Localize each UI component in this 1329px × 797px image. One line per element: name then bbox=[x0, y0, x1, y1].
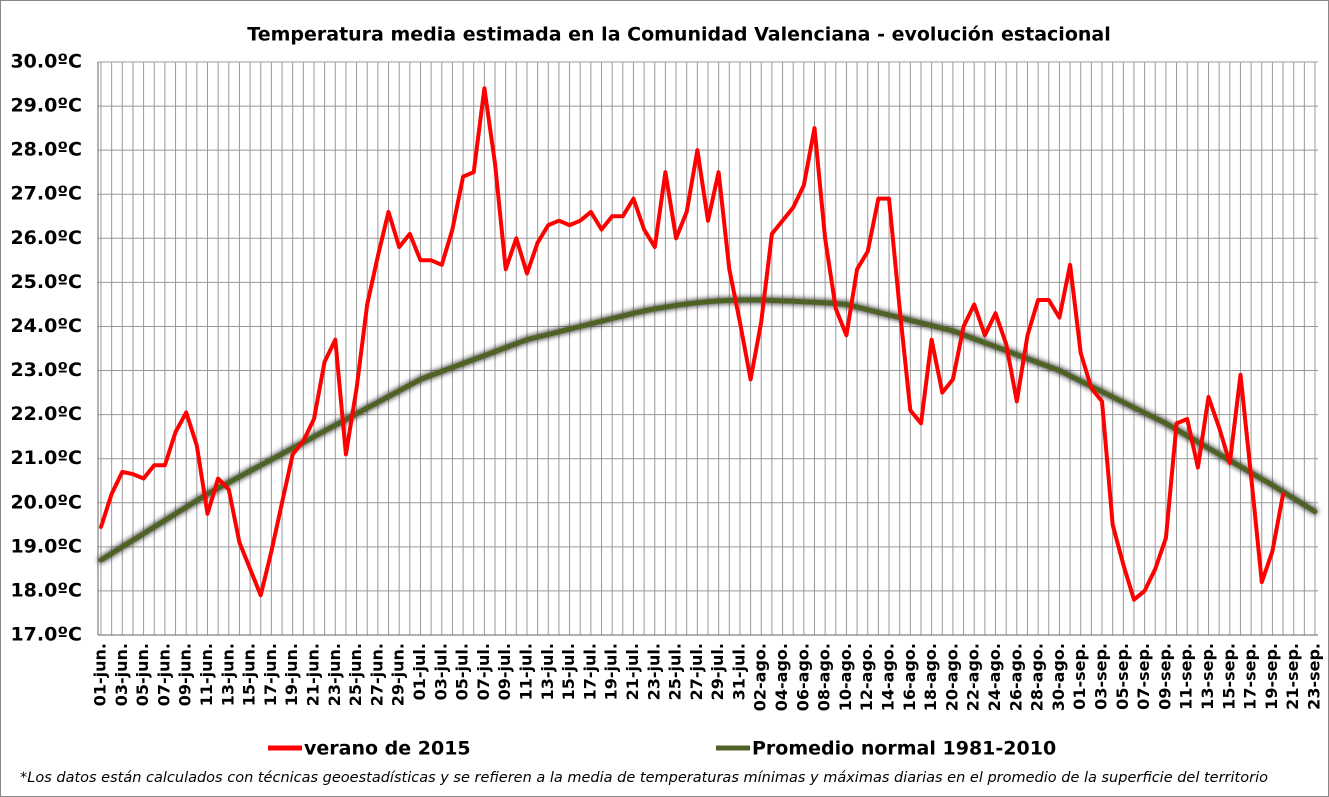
legend-label: Promedio normal 1981-2010 bbox=[752, 738, 1056, 760]
x-tick-label: 21-jul. bbox=[623, 643, 642, 700]
x-tick-label: 15-sep. bbox=[1219, 643, 1238, 710]
x-tick-label: 04-ago. bbox=[772, 643, 791, 711]
footnote: *Los datos están calculados con técnicas… bbox=[20, 770, 1268, 786]
y-tick-label: 29.0ºC bbox=[10, 95, 82, 117]
x-tick-label: 20-ago. bbox=[942, 643, 961, 711]
x-tick-label: 06-ago. bbox=[793, 643, 812, 711]
x-tick-label: 11-jul. bbox=[516, 643, 535, 700]
x-tick-label: 07-sep. bbox=[1134, 643, 1153, 710]
x-tick-label: 21-sep. bbox=[1283, 643, 1302, 710]
x-tick-label: 18-ago. bbox=[921, 643, 940, 711]
x-tick-label: 01-jun. bbox=[91, 643, 110, 706]
x-tick-label: 29-jul. bbox=[708, 643, 727, 700]
x-tick-label: 11-jun. bbox=[197, 643, 216, 706]
x-tick-label: 10-ago. bbox=[836, 643, 855, 711]
x-tick-label: 13-jul. bbox=[538, 643, 557, 700]
x-tick-label: 09-sep. bbox=[1155, 643, 1174, 710]
y-tick-label: 28.0ºC bbox=[10, 139, 82, 161]
x-tick-label: 23-jul. bbox=[644, 643, 663, 700]
x-tick-label: 15-jul. bbox=[559, 643, 578, 700]
x-tick-label: 17-jun. bbox=[261, 643, 280, 706]
x-tick-label: 08-ago. bbox=[815, 643, 834, 711]
x-tick-label: 13-jun. bbox=[218, 643, 237, 706]
x-tick-label: 31-jul. bbox=[729, 643, 748, 700]
x-tick-label: 09-jul. bbox=[495, 643, 514, 700]
x-tick-label: 01-jul. bbox=[410, 643, 429, 700]
x-tick-label: 11-sep. bbox=[1177, 643, 1196, 710]
x-tick-label: 03-sep. bbox=[1092, 643, 1111, 710]
x-tick-label: 17-jul. bbox=[580, 643, 599, 700]
y-tick-label: 19.0ºC bbox=[10, 535, 82, 557]
x-tick-label: 12-ago. bbox=[857, 643, 876, 711]
y-tick-label: 25.0ºC bbox=[10, 271, 82, 293]
x-tick-label: 05-sep. bbox=[1113, 643, 1132, 710]
x-tick-label: 15-jun. bbox=[240, 643, 259, 706]
series-line bbox=[99, 86, 1286, 602]
y-tick-label: 27.0ºC bbox=[10, 183, 82, 205]
x-tick-label: 19-sep. bbox=[1262, 643, 1281, 710]
x-tick-label: 09-jun. bbox=[176, 643, 195, 706]
x-tick-label: 19-jul. bbox=[602, 643, 621, 700]
x-tick-label: 21-jun. bbox=[303, 643, 322, 706]
x-tick-label: 30-ago. bbox=[1049, 643, 1068, 711]
x-tick-label: 19-jun. bbox=[282, 643, 301, 706]
x-tick-label: 29-jun. bbox=[389, 643, 408, 706]
x-tick-label: 25-jun. bbox=[346, 643, 365, 706]
x-tick-label: 14-ago. bbox=[879, 643, 898, 711]
x-tick-label: 25-jul. bbox=[666, 643, 685, 700]
y-tick-label: 22.0ºC bbox=[10, 403, 82, 425]
x-tick-label: 02-ago. bbox=[751, 643, 770, 711]
x-tick-label: 13-sep. bbox=[1198, 643, 1217, 710]
legend-label: verano de 2015 bbox=[304, 738, 471, 760]
x-tick-label: 24-ago. bbox=[985, 643, 1004, 711]
x-tick-label: 01-sep. bbox=[1070, 643, 1089, 710]
x-tick-label: 28-ago. bbox=[1028, 643, 1047, 711]
x-tick-label: 27-jun. bbox=[367, 643, 386, 706]
y-tick-label: 21.0ºC bbox=[10, 447, 82, 469]
x-tick-label: 23-sep. bbox=[1305, 643, 1324, 710]
y-tick-label: 17.0ºC bbox=[10, 624, 82, 646]
x-tick-label: 17-sep. bbox=[1241, 643, 1260, 710]
x-tick-label: 07-jul. bbox=[474, 643, 493, 700]
x-tick-label: 16-ago. bbox=[900, 643, 919, 711]
y-tick-label: 23.0ºC bbox=[10, 359, 82, 381]
y-tick-label: 26.0ºC bbox=[10, 227, 82, 249]
x-tick-label: 03-jun. bbox=[112, 643, 131, 706]
y-tick-label: 18.0ºC bbox=[10, 579, 82, 601]
x-tick-label: 23-jun. bbox=[325, 643, 344, 706]
y-tick-label: 24.0ºC bbox=[10, 315, 82, 337]
y-tick-label: 30.0ºC bbox=[10, 51, 82, 73]
x-tick-label: 27-jul. bbox=[687, 643, 706, 700]
x-tick-label: 05-jul. bbox=[453, 643, 472, 700]
x-tick-label: 05-jun. bbox=[133, 643, 152, 706]
x-tick-label: 22-ago. bbox=[964, 643, 983, 711]
x-tick-label: 07-jun. bbox=[154, 643, 173, 706]
y-tick-label: 20.0ºC bbox=[10, 491, 82, 513]
x-tick-label: 26-ago. bbox=[1006, 643, 1025, 711]
x-tick-label: 03-jul. bbox=[431, 643, 450, 700]
chart-title: Temperatura media estimada en la Comunid… bbox=[247, 24, 1110, 46]
